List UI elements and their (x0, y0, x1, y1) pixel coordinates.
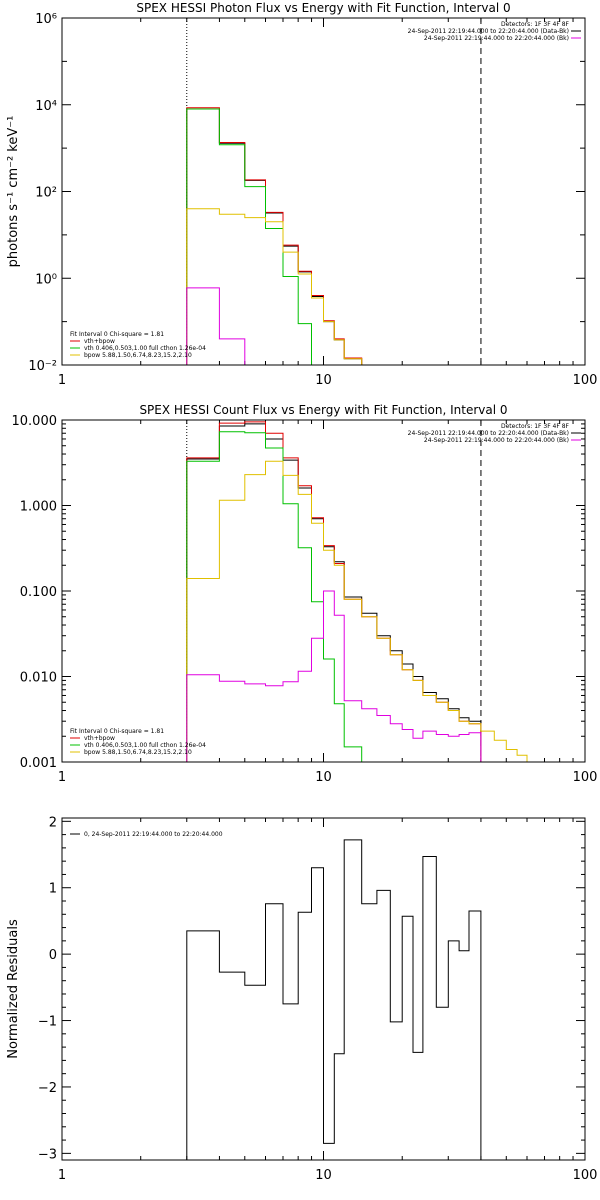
chart-panel-0: SPEX HESSI Photon Flux vs Energy with Fi… (6, 1, 597, 388)
series-line-bpow (186, 460, 553, 762)
y-axis-label: photons s⁻¹ cm⁻² keV⁻¹ (6, 116, 21, 268)
y-tick-label: 0.001 (20, 756, 57, 771)
chart-title: SPEX HESSI Count Flux vs Energy with Fit… (139, 403, 507, 417)
plot-area (186, 421, 553, 762)
legend-text: Fit Interval 0 Chi-square = 1.81 (70, 331, 164, 338)
plot-frame (61, 17, 586, 366)
plot-frame (61, 419, 586, 763)
y-tick-label: −1 (38, 1015, 57, 1030)
plot-area (186, 107, 507, 365)
y-tick-label: 2 (49, 815, 57, 830)
x-tick-label: 1 (58, 770, 66, 785)
plot-frame (61, 817, 586, 1161)
series-line-bpow (186, 208, 507, 365)
legend-text: 24-Sep-2011 22:19:44.000 to 22:20:44.000… (408, 28, 569, 35)
legend-text: 24-Sep-2011 22:19:44.000 to 22:20:44.000… (424, 35, 569, 42)
y-tick-label: 1.000 (20, 500, 57, 515)
chart-panel-1: SPEX HESSI Count Flux vs Energy with Fit… (12, 403, 598, 785)
legend-text: 0, 24-Sep-2011 22:19:44.000 to 22:20:44.… (84, 831, 223, 838)
series-line-bk (186, 287, 482, 365)
y-tick-label: 10⁴ (35, 99, 57, 114)
series-line-vth (186, 431, 363, 762)
y-tick-label: 10⁰ (35, 272, 57, 287)
legend-text: 24-Sep-2011 22:19:44.000 to 22:20:44.000… (408, 430, 569, 437)
x-tick-label: 10 (315, 1168, 332, 1183)
x-tick-label: 100 (573, 1168, 598, 1183)
legend-text: bpow 5.88,1.50,6.74,8.23,15.2,2.10 (84, 749, 192, 756)
y-axis-label: Normalized Residuals (6, 919, 21, 1059)
x-tick-label: 100 (573, 373, 598, 388)
legend-text: Detectors: 1F 3F 4F 8F (501, 423, 570, 430)
series-line-vth-bpow (186, 107, 507, 365)
x-tick-label: 1 (58, 1168, 66, 1183)
y-tick-label: −3 (38, 1147, 57, 1162)
y-tick-label: −2 (38, 1081, 57, 1096)
legend-text: Fit Interval 0 Chi-square = 1.81 (70, 728, 164, 735)
series-line-0-24-sep-2011-22-19-44-000-to-22-20-44-000 (186, 839, 482, 1160)
x-tick-label: 100 (573, 770, 598, 785)
x-tick-label: 10 (315, 770, 332, 785)
x-tick-label: 10 (315, 373, 332, 388)
legend-text: Detectors: 1F 3F 4F 8F (501, 21, 570, 28)
y-tick-label: 0.100 (20, 585, 57, 600)
plot-area (186, 839, 482, 1160)
series-line-data-bk (186, 108, 507, 365)
legend-text: vth 0.406,0.503,1.00 full cthon 1.26e-04 (84, 345, 206, 352)
x-tick-label: 1 (58, 373, 66, 388)
series-line-vth (186, 108, 345, 365)
y-tick-label: 0.010 (20, 671, 57, 686)
y-tick-label: 10.000 (12, 414, 58, 429)
legend-text: vth+bpow (84, 338, 115, 345)
chart-panel-2: 1 10 100 −3 −2 −1 0 1 2 Normalized Residuals 0, 24… (6, 815, 597, 1183)
y-tick-label: 1 (49, 882, 57, 897)
series-line-bk (186, 590, 482, 762)
chart-title: SPEX HESSI Photon Flux vs Energy with Fi… (136, 1, 510, 15)
legend-text: 24-Sep-2011 22:19:44.000 to 22:20:44.000… (424, 437, 569, 444)
legend-text: vth+bpow (84, 735, 115, 742)
y-tick-label: 0 (49, 948, 57, 963)
y-tick-label: 10⁻² (28, 359, 57, 374)
legend-text: vth 0.406,0.503,1.00 full cthon 1.26e-04 (84, 742, 206, 749)
y-tick-label: 10⁶ (35, 12, 57, 27)
legend-text: bpow 5.88,1.50,6.74,8.23,15.2,2.10 (84, 352, 192, 359)
y-tick-label: 10² (35, 186, 57, 201)
